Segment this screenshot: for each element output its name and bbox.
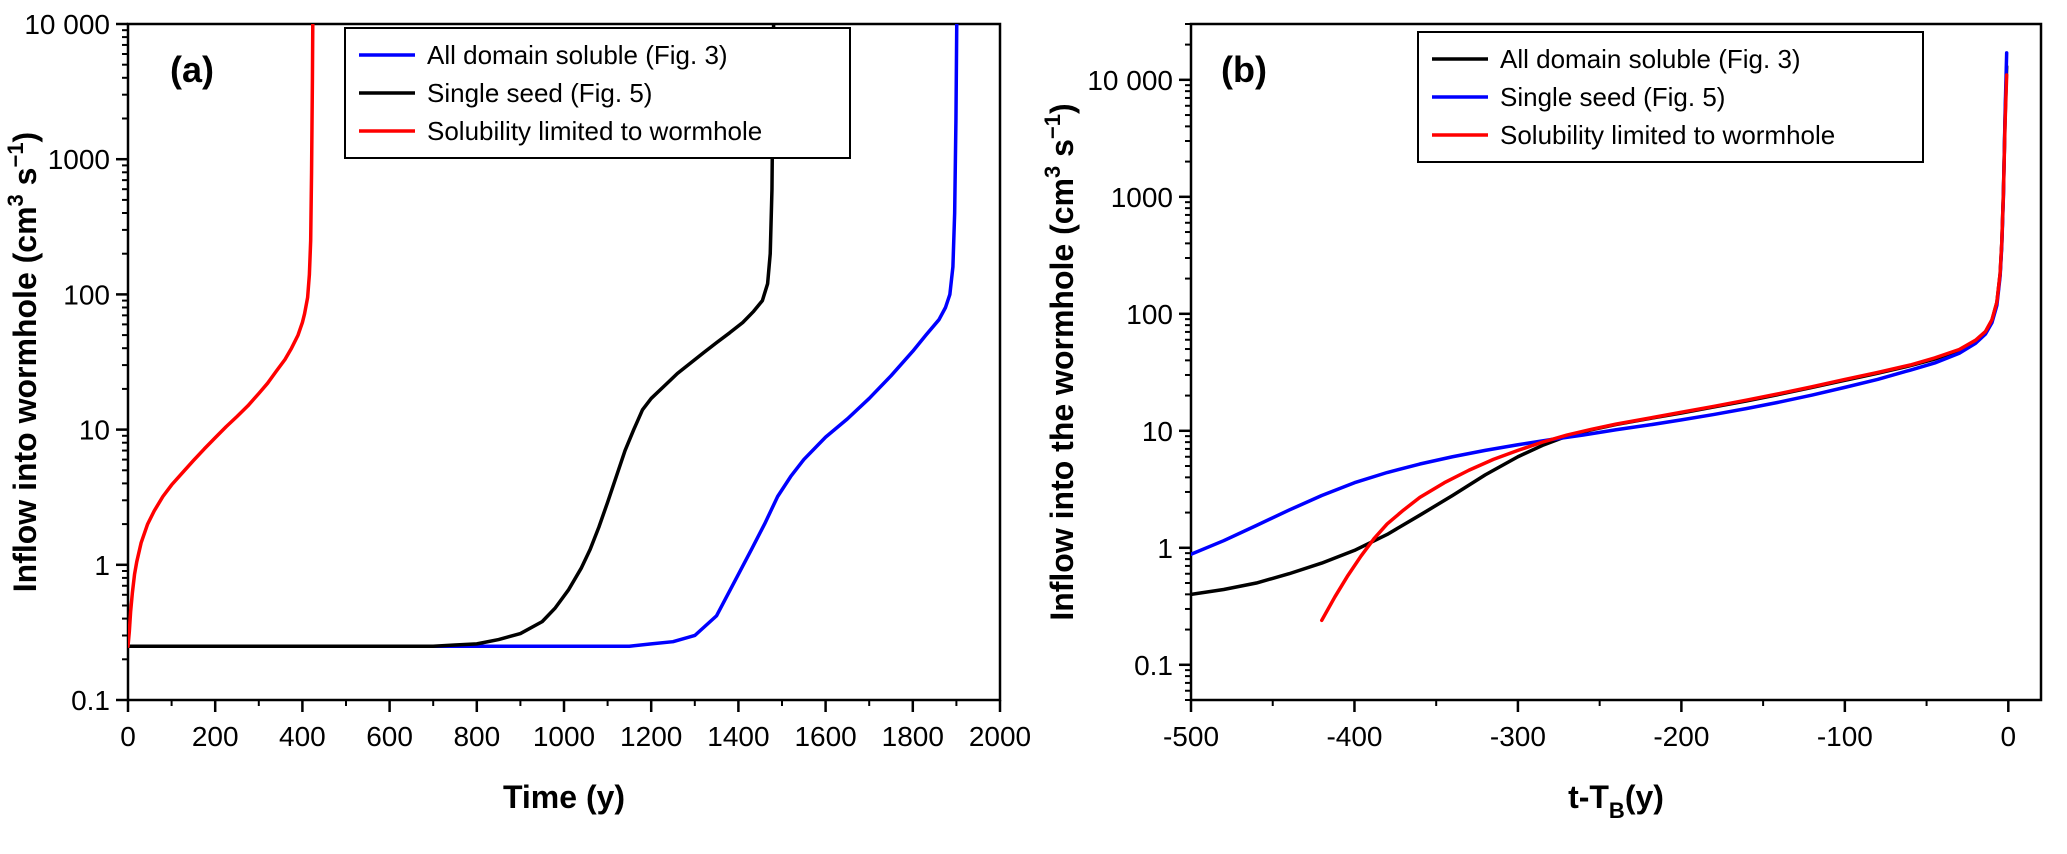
legend-item-label: Single seed (Fig. 5)	[427, 78, 652, 108]
panel-b: 0.1 1 10 100 1000 10 000 -500 -400 -300 -200 -100 0…	[1033, 0, 2066, 849]
x-axis-tick-label: 1600	[794, 721, 856, 752]
panel-a: 0.1 1 10 100 1000 10 000 0 200 400 600 800 1000 1200…	[0, 0, 1033, 849]
y-axis-tick-label: 1	[1157, 533, 1173, 564]
y-axis-tick-label: 100	[1126, 299, 1173, 330]
x-axis-tick-label: 1000	[533, 721, 595, 752]
plot-frame	[1189, 22, 2043, 702]
y-axis-title: Inflow into the wormhole (cm3 s−1)	[1040, 103, 1080, 620]
panel-label: (a)	[170, 49, 214, 90]
series-line	[128, 24, 776, 648]
x-axis-title: t-TB(y)	[1568, 779, 1664, 823]
legend-item: Single seed (Fig. 5)	[1432, 82, 1725, 112]
legend: All domain soluble (Fig. 3) Single seed (…	[344, 27, 851, 159]
x-axis-tick-label: 400	[279, 721, 326, 752]
legend: All domain soluble (Fig. 3) Single seed (…	[1417, 31, 1924, 163]
y-axis-tick-label: 100	[63, 279, 110, 310]
y-axis-tick-label: 1000	[1111, 182, 1173, 213]
legend-item: All domain soluble (Fig. 3)	[1432, 44, 1801, 74]
legend-item-label: All domain soluble (Fig. 3)	[1500, 44, 1801, 74]
x-axis-tick-label: 0	[120, 721, 136, 752]
y-axis-tick-label: 10	[79, 415, 110, 446]
x-axis-tick-label: -500	[1163, 721, 1219, 752]
legend-box	[344, 27, 851, 159]
x-axis-tick-label: 600	[366, 721, 413, 752]
x-axis-tick-label: -100	[1817, 721, 1873, 752]
legend-item: Solubility limited to wormhole	[1432, 120, 1835, 150]
series-line	[1320, 73, 2009, 623]
x-axis-tick-label: 1200	[620, 721, 682, 752]
legend-item: Solubility limited to wormhole	[359, 116, 762, 146]
y-axis-tick-label: 10 000	[24, 9, 110, 40]
y-axis-tick-label: 10 000	[1087, 65, 1173, 96]
legend-item: Single seed (Fig. 5)	[359, 78, 652, 108]
legend-item-label: All domain soluble (Fig. 3)	[427, 40, 728, 70]
x-axis-tick-label: -200	[1653, 721, 1709, 752]
panel-a-chart: 0.1 1 10 100 1000 10 000 0 200 400 600 800 1000 1200…	[3, 9, 1031, 815]
y-axis-tick-label: 1	[94, 550, 110, 581]
x-axis-tick-label: 800	[453, 721, 500, 752]
x-axis-tick-label: 1400	[707, 721, 769, 752]
x-axis-tick-label: -400	[1326, 721, 1382, 752]
legend-item: All domain soluble (Fig. 3)	[359, 40, 728, 70]
panel-label: (b)	[1221, 49, 1267, 90]
x-axis-tick-label: 0	[2001, 721, 2017, 752]
legend-item-label: Solubility limited to wormhole	[1500, 120, 1835, 150]
legend-box	[1417, 31, 1924, 163]
series-line	[128, 24, 315, 648]
y-axis-tick-label: 0.1	[71, 685, 110, 716]
x-axis-title: Time (y)	[503, 779, 625, 815]
panel-b-chart: 0.1 1 10 100 1000 10 000 -500 -400 -300 -200 -100 0…	[1040, 22, 2043, 823]
y-axis-title: Inflow into wormhole (cm3 s−1)	[3, 132, 43, 592]
x-axis-tick-label: 2000	[969, 721, 1031, 752]
x-axis-tick-label: 1800	[882, 721, 944, 752]
y-axis-tick-label: 1000	[48, 144, 110, 175]
legend-item-label: Single seed (Fig. 5)	[1500, 82, 1725, 112]
x-axis-tick-label: -300	[1490, 721, 1546, 752]
y-axis-tick-label: 0.1	[1134, 650, 1173, 681]
legend-item-label: Solubility limited to wormhole	[427, 116, 762, 146]
y-axis-tick-label: 10	[1142, 416, 1173, 447]
x-axis-tick-label: 200	[192, 721, 239, 752]
